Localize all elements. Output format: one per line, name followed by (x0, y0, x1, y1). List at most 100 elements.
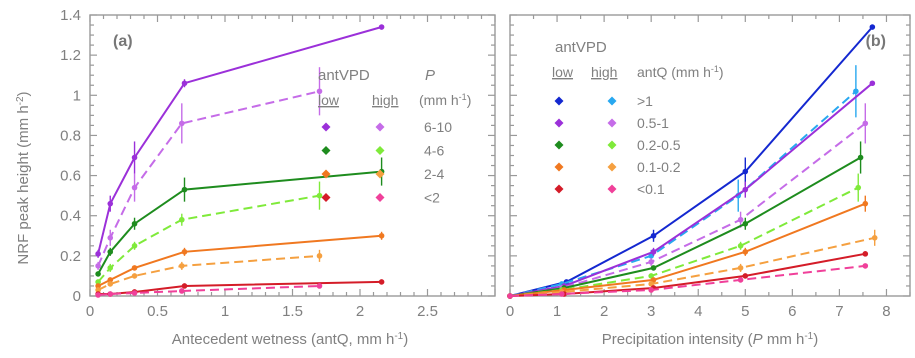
legend-marker-low (321, 169, 331, 179)
panel-a-series-2-4-low-point (181, 249, 188, 255)
y-tick-label: 1.2 (60, 47, 81, 64)
panel-b-series-0p1-high-point (862, 263, 869, 269)
panel-a-series-2-4-high-point (179, 263, 185, 269)
legend-row-label: <2 (424, 190, 440, 206)
x-tick-label: 2 (600, 303, 608, 320)
panel-a-series-2-high-point (107, 291, 114, 297)
legend-row-label: >1 (637, 93, 653, 109)
legend-a-col-low: low (318, 92, 340, 108)
panel-b-series-0p1-high-point (507, 293, 513, 299)
panel-b-series-0p1-high-point (558, 291, 565, 297)
legend-b-row-0p2-0p5: 0.2-0.5 (554, 137, 681, 153)
panel-b-series-0p1-high-point (648, 287, 654, 293)
panel-b-series-0p1-0p2-low-point (862, 200, 869, 207)
legend-marker-low (321, 122, 331, 132)
legend-marker-low (321, 193, 331, 202)
legend-b-row-0p1: <0.1 (554, 181, 665, 197)
x-tick-label: 5 (741, 303, 749, 320)
panel-b-series-0p5-1-low-point (742, 186, 749, 193)
panel-b-series-0p2-0p5-low (507, 141, 864, 299)
y-tick-label: 1 (73, 87, 81, 104)
panel-a-series-2-high-point (131, 290, 138, 296)
legend-a-row-6-10: 6-10 (321, 119, 452, 135)
panel-a-series-4-6-low-point (181, 186, 188, 193)
legend-a-row-2: <2 (321, 190, 440, 206)
panel-a-series-2-4-low-point (378, 232, 385, 239)
legend-marker-low (554, 96, 564, 106)
legend-marker-high (607, 96, 617, 106)
panel-b-series-0p2-0p5-high-point (855, 184, 862, 191)
panel-a-series-2-low-point (181, 283, 188, 289)
panel-a-series-4-6-high-point (316, 192, 323, 199)
x-tick-label: 6 (788, 303, 796, 320)
panel-a-series-2-4-high-point (316, 253, 323, 259)
x-tick-label: 2 (356, 303, 364, 320)
legend-a-unit: (mm h-1) (419, 92, 471, 108)
y-tick-label: 1.4 (60, 7, 81, 24)
panel-b-series-1-low-point (869, 24, 876, 30)
panel-a-x-axis-label: Antecedent wetness (antQ, mm h-1) (172, 331, 409, 349)
panel-a-series-2-4-high-point (95, 287, 101, 293)
panel-a-series-4-6-high (95, 181, 323, 285)
panel-b-series-0p1-0p2-high-point (737, 265, 744, 271)
panel-a-series-2-high (95, 283, 323, 298)
legend-row-label: 6-10 (424, 119, 452, 135)
legend-row-label: <0.1 (637, 181, 665, 197)
panel-a-series-2-low-point (378, 279, 385, 285)
legend-marker-low (321, 146, 331, 155)
panel-b-series-0p1-high-point (737, 277, 744, 283)
panel-a-series-6-10-high-point (107, 234, 114, 241)
panel-a-series-6-10-low-point (95, 251, 101, 257)
legend-marker-low (554, 162, 564, 172)
panel-a-series-2-high-point (95, 292, 101, 298)
panel-b-series-0p2-0p5-low-point (650, 265, 657, 271)
legend-row-label: 0.2-0.5 (637, 137, 681, 153)
legend-marker-high (375, 169, 385, 179)
legend-marker-low (554, 140, 564, 150)
x-tick-label: 8 (882, 303, 890, 320)
legend-a-row-4-6: 4-6 (321, 143, 444, 159)
legend-marker-high (607, 140, 617, 150)
panel-b-series-1-high-point (853, 88, 859, 95)
x-tick-label: 1 (221, 303, 229, 320)
panel-b-x-axis-label: Precipitation intensity (P mm h-1) (602, 331, 819, 349)
y-tick-label: 0.8 (60, 127, 81, 144)
panel-b-ticks: 0 1 2 3 4 5 6 7 8 (506, 14, 911, 320)
panel-a-series-2-4-high (95, 249, 323, 293)
panel-a-series-2-4-high-point (131, 273, 138, 279)
legend-a-param: P (425, 67, 435, 84)
panel-a-series-4-6-low-point (131, 220, 138, 227)
panel-a-series-6-10-high-line (97, 90, 320, 267)
panel-a-series-2-high-point (316, 283, 323, 289)
panel-b-series-0p1-low-point (742, 273, 749, 279)
panel-b-series-0p2-0p5-low-point (857, 154, 864, 161)
panel-a-series-6-10-high (95, 67, 323, 270)
panel-b-series-0p5-1-low-point (650, 249, 657, 255)
legend-a-title: antVPD (318, 67, 370, 84)
x-tick-label: 0.5 (147, 303, 168, 320)
panel-b-series-0p2-0p5-high (507, 173, 862, 299)
legend-marker-high (375, 122, 385, 132)
panel-a-series-4-6-low-line (97, 170, 382, 275)
panel-b-series-0p1-high (507, 263, 869, 299)
x-tick-label: 4 (694, 303, 702, 320)
legend-row-label: 0.5-1 (637, 115, 669, 131)
legend-b-row-1: >1 (554, 93, 653, 109)
y-tick-label: 0 (73, 288, 81, 305)
panel-a-series-6-10-low-point (131, 154, 138, 161)
legend-a-col-high: high (372, 92, 398, 108)
panel-a-series-2-4-low-point (131, 265, 138, 271)
panel-b-series-1-low-point (742, 168, 749, 175)
panel-b-series-0p5-1-low-line (509, 82, 874, 297)
legend-b-col-low: low (552, 64, 574, 80)
panel-b-legend: antVPD low high antQ (mm h-1) >1 0.5-1 0.2… (552, 39, 724, 197)
panel-a-series (95, 24, 385, 298)
panel-b-series-0p1-low-point (862, 251, 869, 257)
panel-a-series-6-10-high-point (95, 263, 101, 269)
panel-a-series-2-4-high-line (97, 254, 320, 291)
panel-a-series-4-6-high-point (95, 279, 101, 285)
y-tick-label: 0.6 (60, 168, 81, 185)
panel-a: (a) 0 0.5 1 1.5 2 2.5 0 0.2 0.4 0.6 0.8 1 1.2 1.4 ant… (60, 7, 496, 349)
panel-a-series-4-6-high-point (131, 243, 138, 249)
